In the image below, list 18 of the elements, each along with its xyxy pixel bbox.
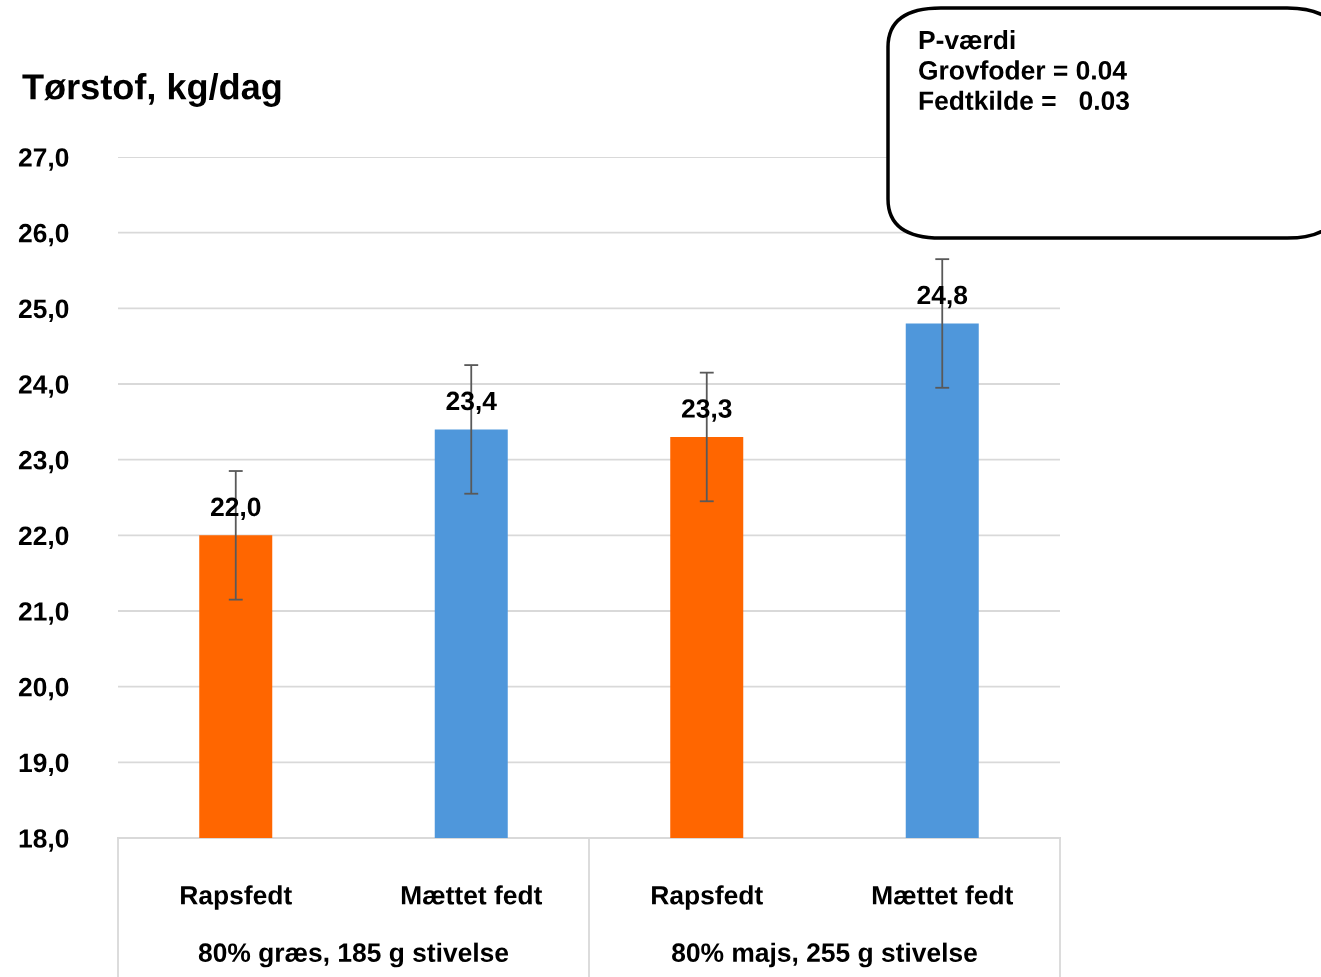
y-tick-label: 24,0	[18, 375, 69, 398]
x-tick-label: Rapsfedt	[652, 885, 763, 910]
text: P-værdi Grovfoder = 0.04 Fedtkilde = 0.03	[919, 30, 1129, 111]
text: 80% græs, 185 g stivelse	[198, 942, 509, 968]
x-tick-label: Mættet fedt	[872, 885, 1014, 905]
y-tick-label: 22,0	[18, 526, 69, 549]
y-tick-label: 23,0	[18, 450, 69, 474]
y-tick-label: 21,0	[18, 602, 69, 625]
y-tick-label: 25,0	[18, 299, 69, 322]
text: 80% majs, 255 g stivelse	[672, 942, 977, 968]
y-tick-label: 19,0	[19, 753, 69, 776]
x-tick-label: Mættet fedt	[401, 885, 543, 905]
y-tick-label: 20,0	[18, 677, 69, 701]
y-tick-label: 27,0	[18, 148, 69, 171]
y-tick-label: 18,0	[19, 829, 69, 852]
chart-title: Tørstof, kg/dag	[22, 73, 281, 107]
y-tick-label: 26,0	[18, 223, 69, 247]
x-tick-label: Rapsfedt	[181, 885, 292, 910]
